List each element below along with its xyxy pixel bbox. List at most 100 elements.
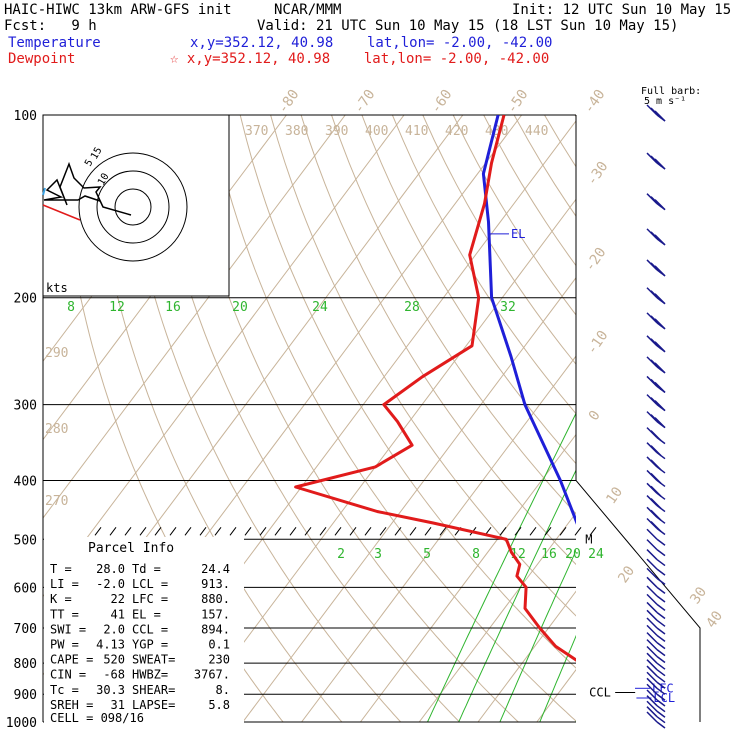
wind-barb-flag	[650, 430, 662, 442]
dry-adiabat	[148, 115, 460, 722]
level-label-ccl: CCL	[589, 685, 611, 699]
mixing-ratio-label: 24	[312, 300, 328, 315]
wind-barb-flag	[646, 585, 658, 597]
wind-barb	[646, 659, 666, 677]
wind-barb-flag	[654, 158, 666, 170]
parcel-row-value: 520	[103, 653, 125, 667]
parcel-row-value: 894.	[201, 622, 230, 636]
dry-adiabat	[331, 115, 576, 515]
parcel-row-label: SHEAR=	[132, 683, 175, 697]
hatch-mark	[394, 526, 402, 536]
hatch-mark	[514, 526, 522, 536]
wind-barb	[646, 652, 666, 670]
wind-barb	[646, 506, 666, 524]
mixing-ratio-label: 8	[67, 300, 75, 315]
level-label-lfc: LFC	[652, 681, 674, 695]
wind-barb-flag	[654, 381, 666, 393]
wind-barb-flag	[646, 665, 658, 677]
temperature-legend-label: Temperature	[8, 35, 101, 51]
parcel-row-label: CAPE =	[50, 653, 93, 667]
hatch-mark	[409, 526, 417, 536]
theta-label: 290	[45, 346, 68, 361]
parcel-row-value: 230	[208, 653, 230, 667]
wind-barb	[646, 411, 666, 429]
wind-barb-staff	[656, 655, 666, 664]
wind-barb	[646, 482, 666, 500]
temperature-line	[481, 115, 576, 525]
barb-key-line1: Full barb:	[641, 86, 701, 97]
parcel-row-value: 4.13	[96, 638, 125, 652]
wind-barb	[646, 312, 666, 330]
org-label: NCAR/MMM	[274, 2, 342, 18]
theta-label: 380	[285, 124, 308, 139]
wind-barb	[646, 558, 666, 576]
isotherm-label: 30	[687, 584, 710, 607]
wind-barb-flag	[646, 558, 658, 570]
parcel-row-value: 41	[111, 607, 125, 621]
wind-barb-flag	[650, 445, 662, 457]
isotherm-label: -50	[504, 87, 532, 117]
wind-barb-staff	[656, 568, 666, 576]
parcel-row-value: 157.	[201, 607, 230, 621]
wind-barb-staff	[656, 675, 666, 683]
wind-barb-staff	[656, 611, 666, 620]
pressure-tick-label: 200	[14, 292, 37, 307]
wind-barb-flag	[646, 695, 658, 707]
isotherm-label: -30	[584, 159, 612, 189]
wind-barb	[646, 677, 666, 695]
wind-barb	[646, 576, 666, 594]
isotherm-label: -60	[428, 87, 456, 117]
hatch-mark	[529, 526, 537, 536]
mixing-ratio-lines	[427, 298, 740, 722]
wind-barb	[646, 394, 666, 412]
wind-barb-staff	[656, 627, 666, 635]
wind-barb	[646, 228, 666, 246]
hatch-mark	[499, 526, 507, 536]
hodograph-ring-label: 5	[83, 158, 96, 169]
isotherm	[536, 668, 576, 722]
wind-barb	[646, 356, 666, 374]
wind-barb	[646, 632, 666, 650]
wind-barb-flag	[650, 472, 662, 484]
wind-barb	[646, 442, 666, 460]
wind-barb	[646, 549, 666, 567]
wind-barb-flag	[646, 700, 658, 712]
wind-barb	[646, 585, 666, 603]
wind-barb	[646, 287, 666, 305]
wind-barb	[646, 104, 666, 122]
wind-barb-flag	[650, 509, 662, 521]
model-title: HAIC-HIWC 13km ARW-GFS init	[4, 2, 232, 18]
pressure-tick-label: 1000	[6, 716, 37, 731]
isotherm-label: -80	[275, 87, 303, 117]
wind-barb-flag	[654, 341, 666, 353]
wind-barb-flag	[654, 400, 666, 412]
wind-barb	[646, 456, 666, 474]
wind-barb-staff	[656, 669, 666, 677]
mixing-ratio-label: 12	[109, 300, 125, 315]
dry-adiabat	[636, 115, 740, 722]
wind-barb-flag	[654, 362, 666, 374]
hodograph: 510 15 kts	[42, 114, 230, 297]
pressure-tick-label: 100	[14, 109, 37, 124]
wind-barb-staff	[656, 586, 666, 594]
hatch-mark	[589, 526, 597, 536]
isotherm	[183, 198, 576, 722]
wind-barb-flag	[646, 617, 658, 629]
parcel-row-value: -68	[103, 668, 125, 682]
hodograph-tail	[42, 204, 81, 221]
wind-barb-flag	[654, 234, 666, 246]
dry-adiabat	[117, 115, 402, 722]
dry-adiabat	[178, 115, 519, 722]
mixing-ratio-label: 24	[588, 547, 604, 562]
dry-adiabat	[361, 115, 576, 465]
parcel-cell: CELL = 098/16	[50, 711, 144, 725]
mixing-ratio-label: 20	[565, 547, 581, 562]
parcel-row-value: 28.0	[96, 562, 125, 576]
hatch-mark	[544, 526, 552, 536]
isotherm-label: 0	[586, 408, 604, 424]
mixing-ratio-line	[641, 298, 740, 722]
isotherm-label: -10	[584, 328, 612, 358]
wind-barb-staff	[656, 603, 666, 611]
